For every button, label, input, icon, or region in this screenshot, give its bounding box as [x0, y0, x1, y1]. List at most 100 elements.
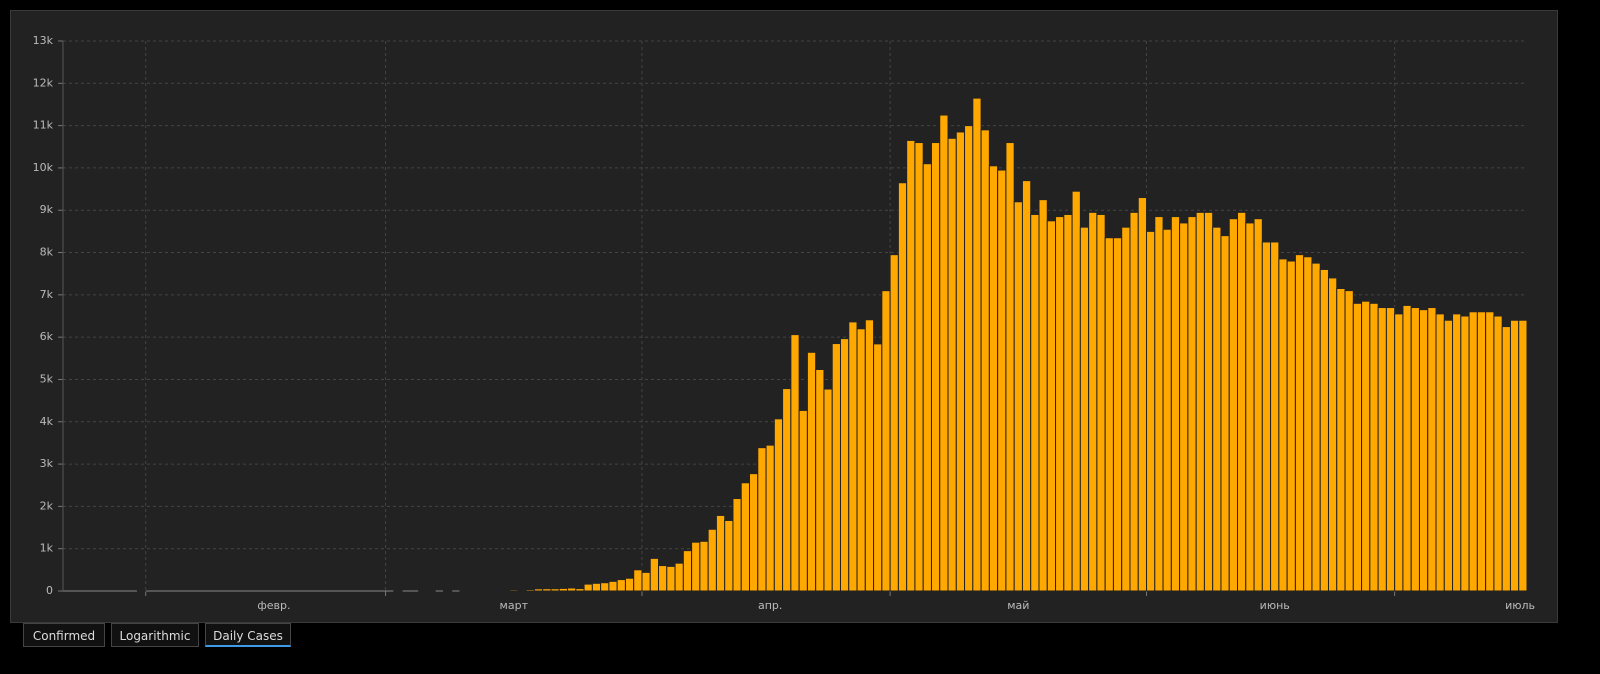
bar — [839, 338, 850, 592]
bar — [930, 142, 941, 592]
bar — [1278, 258, 1288, 592]
bar — [558, 587, 569, 592]
bar — [732, 498, 742, 592]
bar — [806, 351, 817, 592]
bar — [1443, 319, 1454, 592]
y-tick-label: 5k — [40, 372, 54, 385]
bar — [1179, 222, 1189, 592]
bar — [749, 473, 759, 592]
bar — [972, 97, 982, 592]
bar — [1137, 197, 1148, 592]
bar — [790, 334, 800, 592]
bar — [1245, 222, 1255, 592]
bar — [1237, 211, 1247, 592]
bar — [1311, 262, 1321, 592]
bar — [947, 137, 957, 592]
bar — [682, 550, 693, 592]
bar — [823, 388, 833, 592]
bar — [1361, 300, 1371, 592]
bar — [691, 541, 701, 592]
bar — [889, 254, 899, 592]
bar — [550, 588, 560, 592]
logarithmic-button[interactable]: Logarithmic — [111, 623, 199, 647]
bar — [1385, 307, 1396, 592]
bar — [608, 580, 618, 592]
bar — [1129, 211, 1139, 592]
bar — [897, 182, 908, 592]
y-tick-label: 1k — [40, 542, 54, 555]
bar — [864, 319, 875, 592]
bar — [542, 588, 552, 592]
bar — [1112, 237, 1123, 592]
bar — [757, 447, 767, 592]
bar — [1055, 216, 1065, 592]
bar — [939, 114, 949, 592]
bar — [881, 290, 891, 592]
bar — [906, 139, 916, 592]
daily-cases-button[interactable]: Daily Cases — [205, 623, 291, 647]
y-tick-label: 8k — [40, 246, 54, 259]
bar — [1476, 311, 1487, 592]
bar — [1394, 313, 1404, 592]
bar — [624, 577, 635, 592]
bar — [1303, 256, 1313, 592]
bar — [1195, 211, 1205, 592]
bar — [1121, 226, 1131, 592]
bar — [724, 519, 734, 592]
bar — [773, 418, 784, 592]
bar — [533, 588, 544, 592]
bar — [1253, 218, 1263, 592]
bar — [1468, 311, 1478, 592]
bar — [1088, 211, 1098, 592]
bar — [1493, 315, 1503, 592]
bar — [1270, 241, 1280, 592]
bar — [666, 565, 676, 592]
bar — [525, 589, 535, 592]
x-tick-label: март — [500, 599, 529, 612]
bar — [567, 587, 577, 592]
bar — [740, 482, 751, 592]
bar — [831, 343, 841, 592]
bar — [815, 368, 825, 592]
bar — [1327, 277, 1338, 592]
y-tick-label: 9k — [40, 203, 54, 216]
bar — [1460, 315, 1470, 592]
y-tick-label: 0 — [46, 584, 53, 597]
y-tick-label: 13k — [33, 34, 54, 47]
bar — [1021, 180, 1032, 592]
y-tick-label: 7k — [40, 288, 54, 301]
bar — [1509, 319, 1520, 592]
bar — [1096, 213, 1106, 592]
bar — [715, 514, 726, 592]
bar — [707, 528, 717, 592]
y-tick-label: 11k — [33, 119, 54, 132]
bar — [1030, 213, 1040, 592]
bar — [674, 562, 684, 592]
bar — [583, 583, 593, 592]
bar — [988, 165, 999, 592]
bar — [1336, 288, 1346, 592]
bar — [1377, 307, 1387, 592]
bar — [1485, 311, 1495, 592]
bar — [492, 589, 502, 592]
bar — [1154, 216, 1164, 592]
bar — [1079, 226, 1090, 592]
bar — [517, 589, 527, 592]
bar — [575, 588, 585, 592]
bar — [1369, 302, 1379, 592]
bar — [798, 409, 808, 592]
x-tick-label: май — [1007, 599, 1029, 612]
y-tick-label: 2k — [40, 499, 54, 512]
bar — [1104, 237, 1114, 592]
bar — [914, 142, 924, 592]
y-tick-label: 12k — [33, 76, 54, 89]
bar — [1005, 142, 1015, 592]
bar — [1427, 307, 1437, 592]
bar — [980, 129, 990, 592]
bar — [1344, 290, 1354, 592]
confirmed-button[interactable]: Confirmed — [23, 623, 105, 647]
bar — [1418, 309, 1429, 592]
bar — [1228, 218, 1239, 592]
bar — [509, 589, 519, 592]
bar — [1063, 213, 1073, 592]
